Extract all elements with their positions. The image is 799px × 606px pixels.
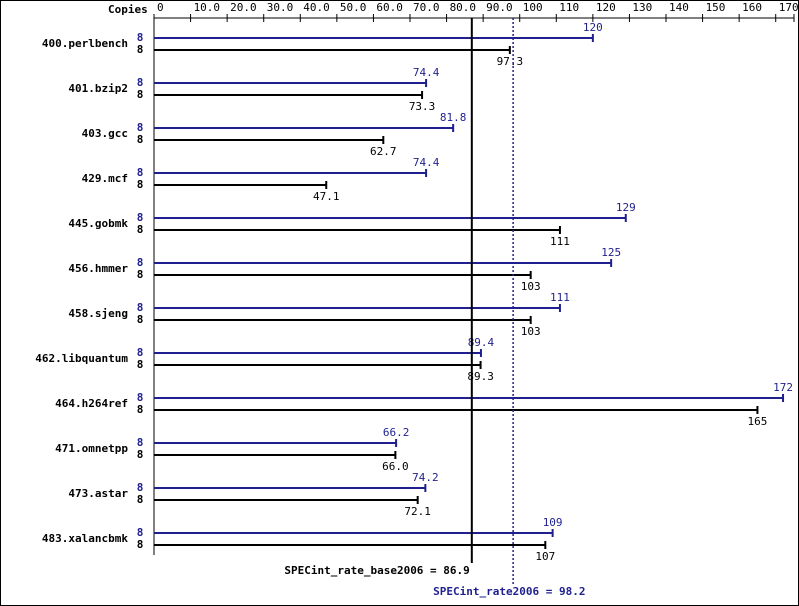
copies-label: 8: [137, 346, 144, 359]
copies-label: 8: [137, 436, 144, 449]
copies-label: 8: [137, 538, 144, 551]
copies-label: 8: [137, 268, 144, 281]
copies-label: 8: [137, 526, 144, 539]
copies-label: 8: [137, 43, 144, 56]
x-tick-label: 80.0: [450, 1, 477, 14]
benchmark-name: 462.libquantum: [35, 352, 128, 365]
value-label: 89.4: [468, 336, 495, 349]
value-label: 62.7: [370, 145, 397, 158]
value-label: 172: [773, 381, 793, 394]
value-label: 103: [521, 325, 541, 338]
value-label: 97.3: [497, 55, 524, 68]
value-label: 165: [747, 415, 767, 428]
copies-label: 8: [137, 403, 144, 416]
copies-label: 8: [137, 256, 144, 269]
copies-label: 8: [137, 211, 144, 224]
value-label: 125: [601, 246, 621, 259]
x-tick-label: 70.0: [413, 1, 440, 14]
benchmark-name: 458.sjeng: [68, 307, 128, 320]
benchmark-name: 400.perlbench: [42, 37, 128, 50]
benchmark-name: 456.hmmer: [68, 262, 128, 275]
copies-label: 8: [137, 493, 144, 506]
value-label: 89.3: [467, 370, 494, 383]
copies-label: 8: [137, 481, 144, 494]
x-tick-label: 60.0: [376, 1, 403, 14]
copies-label: 8: [137, 358, 144, 371]
reference-label: SPECint_rate2006 = 98.2: [433, 585, 585, 598]
copies-label: 8: [137, 448, 144, 461]
copies-label: 8: [137, 76, 144, 89]
copies-label: 8: [137, 223, 144, 236]
x-tick-label: 50.0: [340, 1, 367, 14]
benchmark-name: 403.gcc: [82, 127, 128, 140]
benchmark-name: 471.omnetpp: [55, 442, 128, 455]
value-label: 74.4: [413, 66, 440, 79]
benchmark-name: 464.h264ref: [55, 397, 128, 410]
benchmark-name: 483.xalancbmk: [42, 532, 128, 545]
copies-label: 8: [137, 133, 144, 146]
reference-label: SPECint_rate_base2006 = 86.9: [284, 564, 469, 577]
x-tick-label: 140: [669, 1, 689, 14]
benchmark-name: 473.astar: [68, 487, 128, 500]
axis-label: Copies: [108, 3, 148, 16]
value-label: 73.3: [409, 100, 436, 113]
value-label: 111: [550, 235, 570, 248]
benchmark-name: 401.bzip2: [68, 82, 128, 95]
x-tick-label: 130: [632, 1, 652, 14]
value-label: 129: [616, 201, 636, 214]
value-label: 81.8: [440, 111, 467, 124]
benchmark-name: 445.gobmk: [68, 217, 128, 230]
copies-label: 8: [137, 178, 144, 191]
x-tick-label: 175: [797, 1, 799, 14]
value-label: 66.2: [383, 426, 410, 439]
value-label: 109: [543, 516, 563, 529]
value-label: 47.1: [313, 190, 340, 203]
x-tick-label: 110: [559, 1, 579, 14]
value-label: 111: [550, 291, 570, 304]
value-label: 72.1: [404, 505, 431, 518]
x-tick-label: 20.0: [230, 1, 257, 14]
x-tick-label: 160: [742, 1, 762, 14]
x-tick-label: 170: [779, 1, 799, 14]
x-tick-label: 100: [523, 1, 543, 14]
x-tick-label: 0: [157, 1, 164, 14]
value-label: 66.0: [382, 460, 409, 473]
copies-label: 8: [137, 121, 144, 134]
value-label: 74.2: [412, 471, 439, 484]
x-tick-label: 10.0: [194, 1, 221, 14]
benchmark-name: 429.mcf: [82, 172, 128, 185]
copies-label: 8: [137, 88, 144, 101]
value-label: 74.4: [413, 156, 440, 169]
copies-label: 8: [137, 301, 144, 314]
copies-label: 8: [137, 391, 144, 404]
x-tick-label: 120: [596, 1, 616, 14]
copies-label: 8: [137, 166, 144, 179]
copies-label: 8: [137, 313, 144, 326]
copies-label: 8: [137, 31, 144, 44]
value-label: 120: [583, 21, 603, 34]
x-tick-label: 90.0: [486, 1, 512, 14]
x-tick-label: 150: [706, 1, 726, 14]
x-tick-label: 30.0: [267, 1, 294, 14]
x-tick-label: 40.0: [303, 1, 330, 14]
value-label: 107: [535, 550, 555, 563]
value-label: 103: [521, 280, 541, 293]
